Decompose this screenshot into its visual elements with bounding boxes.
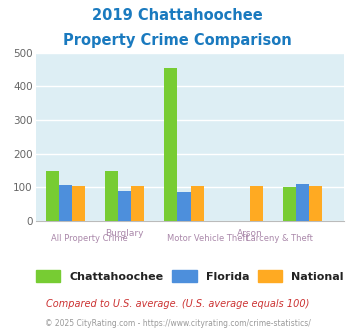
Bar — [178, 192, 191, 221]
Bar — [131, 186, 144, 221]
Bar — [250, 186, 263, 221]
Bar — [283, 187, 296, 221]
Bar — [309, 186, 322, 221]
Text: All Property Crime: All Property Crime — [50, 234, 127, 243]
Text: 2019 Chattahoochee: 2019 Chattahoochee — [92, 8, 263, 23]
Legend: Chattahoochee, Florida, National: Chattahoochee, Florida, National — [32, 266, 348, 286]
Bar — [118, 191, 131, 221]
Text: Motor Vehicle Theft: Motor Vehicle Theft — [167, 234, 248, 243]
Bar — [59, 185, 72, 221]
Bar — [296, 184, 309, 221]
Bar — [72, 186, 85, 221]
Bar — [105, 171, 118, 221]
Bar — [191, 186, 203, 221]
Text: Larceny & Theft: Larceny & Theft — [246, 234, 312, 243]
Bar — [164, 68, 178, 221]
Text: Burglary: Burglary — [105, 228, 144, 238]
Bar — [45, 171, 59, 221]
Text: Property Crime Comparison: Property Crime Comparison — [63, 33, 292, 48]
Text: Arson: Arson — [236, 228, 262, 238]
Text: Compared to U.S. average. (U.S. average equals 100): Compared to U.S. average. (U.S. average … — [46, 299, 309, 309]
Text: © 2025 CityRating.com - https://www.cityrating.com/crime-statistics/: © 2025 CityRating.com - https://www.city… — [45, 319, 310, 328]
